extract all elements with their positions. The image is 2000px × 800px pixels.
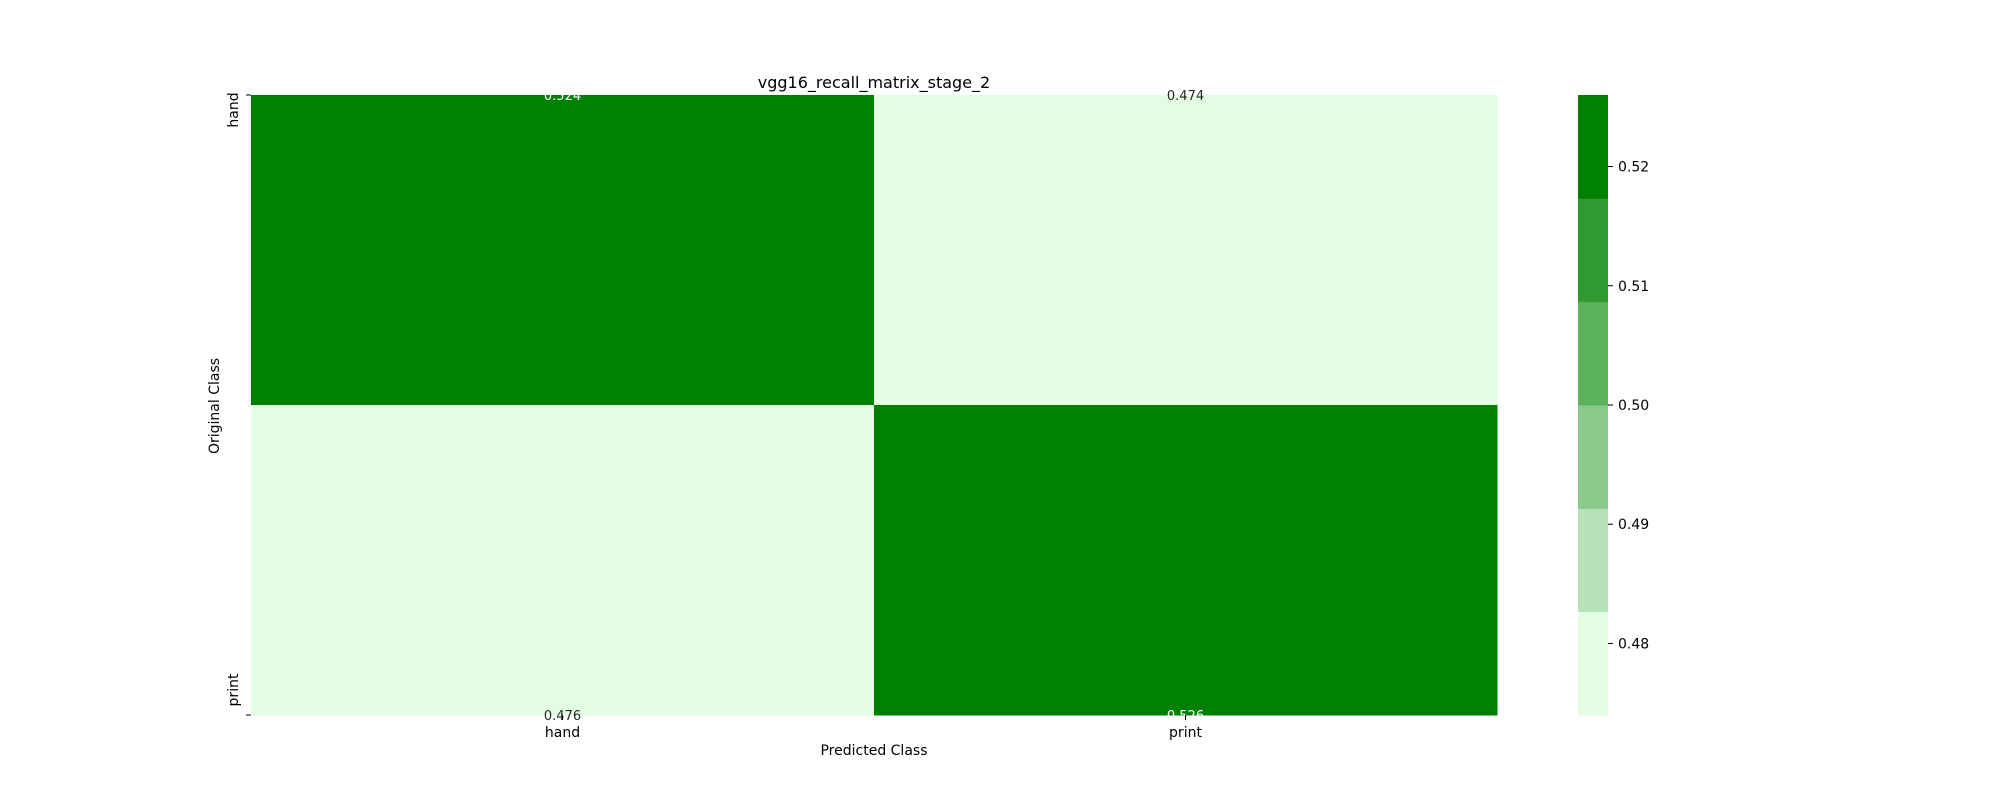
heatmap-cell-hand-print [874, 95, 1498, 406]
colorbar-ticks: 0.48 0.49 0.50 0.51 0.52 [1608, 160, 1649, 652]
colorbar-tick-label: 0.49 [1618, 517, 1649, 533]
y-axis-label: Original Class [207, 358, 223, 454]
colorbar [1578, 95, 1608, 716]
y-axis: hand print [226, 92, 251, 716]
cell-value-label: 0.474 [1167, 89, 1204, 104]
colorbar-segment [1578, 95, 1608, 199]
x-axis-label: Predicted Class [820, 743, 927, 759]
colorbar-tick-label: 0.51 [1618, 279, 1649, 295]
cell-value-label: 0.524 [544, 89, 581, 104]
heatmap-cells [251, 95, 1498, 716]
colorbar-segment [1578, 508, 1608, 613]
y-tick-label-print: print [226, 673, 242, 706]
colorbar-segment [1578, 301, 1608, 406]
colorbar-segment [1578, 611, 1608, 716]
y-tick-label-hand: hand [226, 92, 242, 127]
colorbar-tick-label: 0.52 [1618, 160, 1649, 176]
colorbar-segment [1578, 405, 1608, 509]
x-axis: hand print [545, 715, 1202, 741]
heatmap-cell-print-print [874, 405, 1498, 716]
colorbar-segment [1578, 198, 1608, 303]
x-tick-label-hand: hand [545, 725, 580, 741]
chart-title: vgg16_recall_matrix_stage_2 [758, 73, 990, 93]
heatmap-cell-print-hand [251, 405, 875, 716]
x-tick-label-print: print [1169, 725, 1202, 741]
colorbar-tick-label: 0.50 [1618, 398, 1649, 414]
colorbar-tick-label: 0.48 [1618, 636, 1649, 652]
heatmap-cell-hand-hand [251, 95, 875, 406]
